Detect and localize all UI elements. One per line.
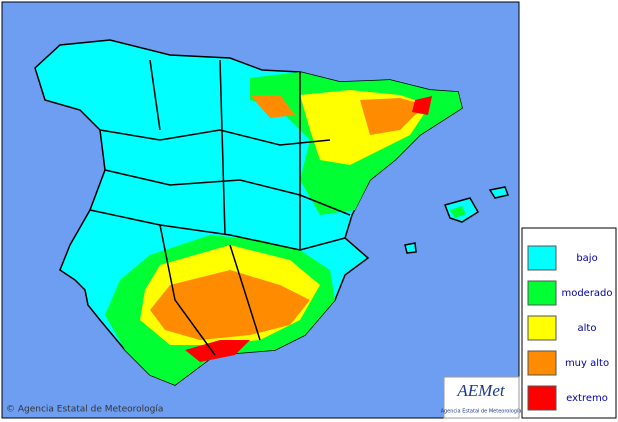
legend-label: muy alto — [565, 358, 609, 369]
legend-label: bajo — [576, 253, 597, 264]
legend-swatch — [527, 315, 557, 341]
legend-swatch — [527, 245, 557, 271]
land — [34, 39, 510, 386]
legend-swatch — [527, 385, 557, 411]
legend-swatch — [527, 280, 557, 306]
legend-label: moderado — [561, 288, 612, 299]
legend-label: alto — [578, 323, 597, 334]
legend-swatch — [527, 350, 557, 376]
legend-label: extremo — [566, 393, 608, 404]
logo-text: AEMet — [456, 381, 505, 400]
logo-box — [443, 376, 520, 419]
logo-subtitle: Agencia Estatal de Meteorología — [441, 408, 522, 415]
copyright: © Agencia Estatal de Meteorología — [6, 405, 163, 415]
